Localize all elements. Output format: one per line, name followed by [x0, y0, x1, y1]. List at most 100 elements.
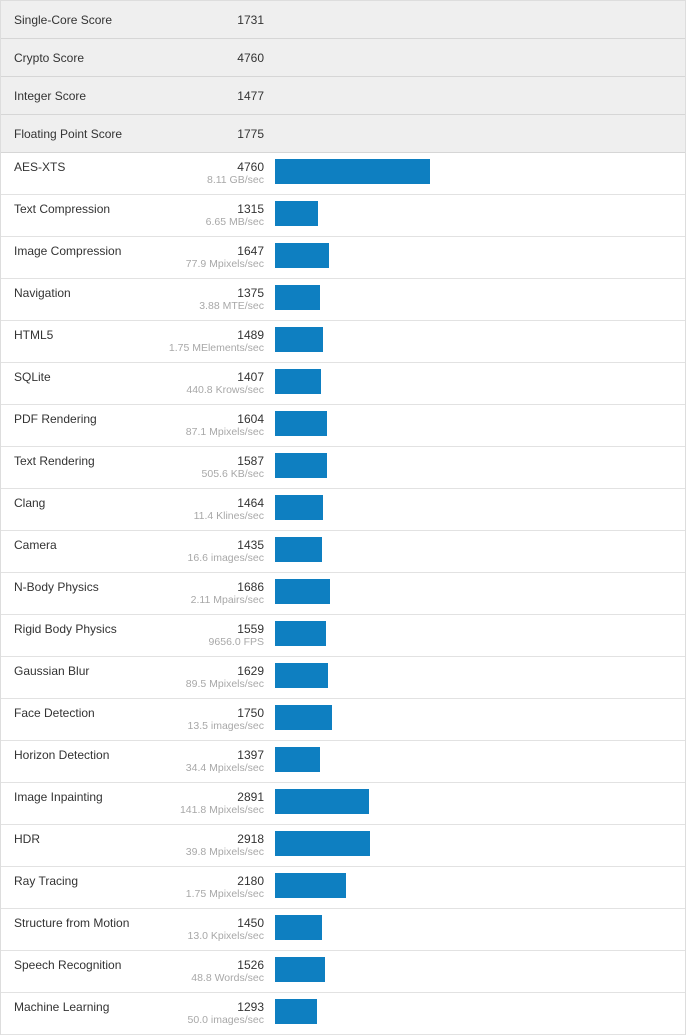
benchmark-rate: 11.4 Klines/sec — [193, 510, 264, 522]
benchmark-row: Clang 1464 11.4 Klines/sec — [1, 489, 685, 531]
benchmark-row: Rigid Body Physics 1559 9656.0 FPS — [1, 615, 685, 657]
score-bar-track — [275, 369, 675, 394]
benchmark-score: 2891 — [237, 790, 264, 804]
benchmark-rate: 8.11 GB/sec — [206, 174, 264, 186]
benchmark-rate: 1.75 MElements/sec — [168, 342, 264, 354]
benchmark-score: 1526 — [237, 958, 264, 972]
benchmark-name: Rigid Body Physics — [14, 622, 117, 636]
benchmark-rate: 48.8 Words/sec — [191, 972, 264, 984]
benchmark-rate: 3.88 MTE/sec — [199, 300, 264, 312]
benchmark-score: 1435 — [237, 538, 264, 552]
benchmark-rate: 1.75 Mpixels/sec — [185, 888, 264, 900]
benchmark-row: Text Rendering 1587 505.6 KB/sec — [1, 447, 685, 489]
score-bar-track — [275, 999, 675, 1024]
benchmark-score: 1450 — [237, 916, 264, 930]
score-bar — [275, 621, 326, 646]
summary-row: Crypto Score 4760 — [1, 39, 685, 77]
score-bar — [275, 831, 370, 856]
score-bar-track — [275, 495, 675, 520]
benchmark-section: AES-XTS 4760 8.11 GB/sec Text Compression 13… — [1, 153, 685, 1035]
benchmark-rate: 13.0 Kpixels/sec — [187, 930, 264, 942]
score-bar-track — [275, 789, 675, 814]
summary-row: Single-Core Score 1731 — [1, 1, 685, 39]
benchmark-name: Ray Tracing — [14, 874, 79, 888]
benchmark-row: Image Compression 1647 77.9 Mpixels/sec — [1, 237, 685, 279]
benchmark-name: SQLite — [14, 370, 51, 384]
score-bar — [275, 369, 321, 394]
score-bar — [275, 705, 332, 730]
summary-score: 1775 — [237, 127, 264, 141]
benchmark-score: 4760 — [237, 160, 264, 174]
benchmark-rate: 6.65 MB/sec — [205, 216, 264, 228]
score-bar-track — [275, 705, 675, 730]
benchmark-name: Navigation — [14, 286, 71, 300]
benchmark-name: Image Compression — [14, 244, 122, 258]
score-bar — [275, 453, 327, 478]
score-bar-track — [275, 537, 675, 562]
score-bar-track — [275, 873, 675, 898]
benchmark-row: Image Inpainting 2891 141.8 Mpixels/sec — [1, 783, 685, 825]
benchmark-name: Text Rendering — [14, 454, 95, 468]
score-bar — [275, 285, 320, 310]
summary-score: 1731 — [237, 13, 264, 27]
benchmark-row: Face Detection 1750 13.5 images/sec — [1, 699, 685, 741]
benchmark-row: PDF Rendering 1604 87.1 Mpixels/sec — [1, 405, 685, 447]
summary-score: 1477 — [237, 89, 264, 103]
benchmark-score: 1647 — [237, 244, 264, 258]
benchmark-name: Camera — [14, 538, 57, 552]
score-bar — [275, 999, 317, 1024]
score-bar-track — [275, 915, 675, 940]
summary-label: Floating Point Score — [14, 127, 123, 141]
benchmark-row: N-Body Physics 1686 2.11 Mpairs/sec — [1, 573, 685, 615]
benchmark-row: HTML5 1489 1.75 MElements/sec — [1, 321, 685, 363]
score-bar-track — [275, 411, 675, 436]
benchmark-row: HDR 2918 39.8 Mpixels/sec — [1, 825, 685, 867]
benchmark-row: AES-XTS 4760 8.11 GB/sec — [1, 153, 685, 195]
benchmark-name: Speech Recognition — [14, 958, 122, 972]
score-bar — [275, 789, 369, 814]
benchmark-score: 1464 — [237, 496, 264, 510]
score-bar — [275, 159, 430, 184]
benchmark-score: 1397 — [237, 748, 264, 762]
benchmark-name: N-Body Physics — [14, 580, 99, 594]
benchmark-row: Ray Tracing 2180 1.75 Mpixels/sec — [1, 867, 685, 909]
benchmark-rate: 440.8 Krows/sec — [186, 384, 264, 396]
summary-score: 4760 — [237, 51, 264, 65]
benchmark-rate: 2.11 Mpairs/sec — [190, 594, 264, 606]
score-bar-track — [275, 201, 675, 226]
benchmark-score: 1375 — [237, 286, 264, 300]
benchmark-rate: 9656.0 FPS — [208, 636, 264, 648]
score-bar — [275, 201, 318, 226]
benchmark-rate: 77.9 Mpixels/sec — [185, 258, 264, 270]
benchmark-rate: 87.1 Mpixels/sec — [185, 426, 264, 438]
benchmark-score: 1293 — [237, 1000, 264, 1014]
benchmark-row: Structure from Motion 1450 13.0 Kpixels/se… — [1, 909, 685, 951]
benchmark-score: 1587 — [237, 454, 264, 468]
score-bar — [275, 957, 325, 982]
score-bar-track — [275, 957, 675, 982]
score-bar — [275, 411, 327, 436]
benchmark-row: SQLite 1407 440.8 Krows/sec — [1, 363, 685, 405]
score-bar — [275, 579, 330, 604]
benchmark-name: Gaussian Blur — [14, 664, 90, 678]
benchmark-row: Machine Learning 1293 50.0 images/sec — [1, 993, 685, 1035]
score-bar-track — [275, 285, 675, 310]
benchmark-name: Text Compression — [14, 202, 111, 216]
benchmark-rate: 39.8 Mpixels/sec — [185, 846, 264, 858]
benchmark-rate: 141.8 Mpixels/sec — [179, 804, 264, 816]
score-bar — [275, 243, 329, 268]
score-bar — [275, 915, 322, 940]
benchmark-row: Speech Recognition 1526 48.8 Words/sec — [1, 951, 685, 993]
benchmark-score: 1604 — [237, 412, 264, 426]
score-bar-track — [275, 747, 675, 772]
score-bar-track — [275, 453, 675, 478]
benchmark-row: Navigation 1375 3.88 MTE/sec — [1, 279, 685, 321]
benchmark-rate: 34.4 Mpixels/sec — [185, 762, 264, 774]
benchmark-name: HTML5 — [14, 328, 54, 342]
benchmark-score: 1629 — [237, 664, 264, 678]
score-bar-track — [275, 327, 675, 352]
benchmark-score: 2180 — [237, 874, 264, 888]
benchmark-row: Text Compression 1315 6.65 MB/sec — [1, 195, 685, 237]
benchmark-name: AES-XTS — [14, 160, 66, 174]
